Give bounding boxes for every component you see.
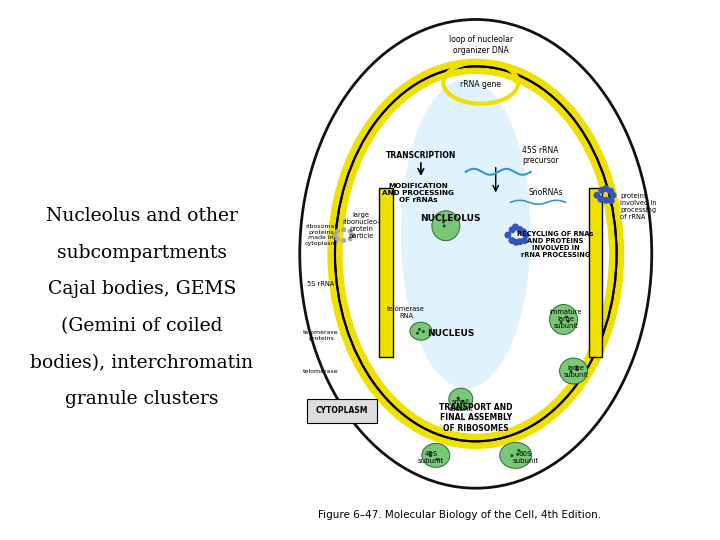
Text: ribosomal
proteins
made in
cytoplasm: ribosomal proteins made in cytoplasm xyxy=(305,224,337,246)
Text: telomerase: telomerase xyxy=(303,368,338,374)
Text: large
ribonucleo-
protein
particle: large ribonucleo- protein particle xyxy=(342,212,380,239)
Ellipse shape xyxy=(341,227,346,232)
Text: rRNA gene: rRNA gene xyxy=(460,80,501,89)
Ellipse shape xyxy=(510,226,517,233)
Ellipse shape xyxy=(518,228,525,235)
Text: 60S
subunit: 60S subunit xyxy=(513,451,539,464)
Text: TRANSCRIPTION: TRANSCRIPTION xyxy=(386,151,456,160)
Ellipse shape xyxy=(514,456,517,459)
Text: 45S rRNA
precursor: 45S rRNA precursor xyxy=(522,146,559,165)
Ellipse shape xyxy=(516,226,523,233)
Ellipse shape xyxy=(432,211,460,241)
Ellipse shape xyxy=(598,195,606,202)
Ellipse shape xyxy=(410,322,432,340)
Ellipse shape xyxy=(456,398,459,401)
Ellipse shape xyxy=(575,370,578,373)
Ellipse shape xyxy=(447,224,450,227)
Text: granule clusters: granule clusters xyxy=(65,390,218,408)
Ellipse shape xyxy=(564,316,567,319)
Text: Figure 6–47. Molecular Biology of the Cell, 4th Edition.: Figure 6–47. Molecular Biology of the Ce… xyxy=(318,510,601,520)
Ellipse shape xyxy=(508,232,515,239)
Ellipse shape xyxy=(456,396,459,399)
Ellipse shape xyxy=(603,201,610,207)
Ellipse shape xyxy=(571,367,575,370)
Text: Cajal bodies, GEMS: Cajal bodies, GEMS xyxy=(48,280,236,299)
Ellipse shape xyxy=(420,331,423,334)
Bar xyxy=(379,188,393,357)
Ellipse shape xyxy=(513,454,516,457)
Text: CYTOPLASM: CYTOPLASM xyxy=(316,407,368,415)
Text: MODIFICATION
AND PROCESSING
OF rRNAs: MODIFICATION AND PROCESSING OF rRNAs xyxy=(382,183,454,203)
Text: NUCLEUS: NUCLEUS xyxy=(427,329,474,338)
Ellipse shape xyxy=(608,192,616,199)
Ellipse shape xyxy=(598,187,606,194)
Ellipse shape xyxy=(433,456,436,459)
Ellipse shape xyxy=(606,199,613,205)
Ellipse shape xyxy=(348,237,353,241)
Ellipse shape xyxy=(595,192,603,199)
Text: immature
large
subunit: immature large subunit xyxy=(549,309,582,329)
Ellipse shape xyxy=(432,455,435,458)
Ellipse shape xyxy=(423,326,426,329)
Ellipse shape xyxy=(333,233,337,238)
Ellipse shape xyxy=(335,229,340,234)
Ellipse shape xyxy=(430,451,433,454)
Text: 5S rRNA: 5S rRNA xyxy=(307,281,335,287)
Ellipse shape xyxy=(568,367,571,370)
Text: SnoRNAs: SnoRNAs xyxy=(528,188,563,198)
Ellipse shape xyxy=(350,233,355,238)
Ellipse shape xyxy=(423,330,426,333)
Text: bodies), interchromatin: bodies), interchromatin xyxy=(30,354,253,372)
Ellipse shape xyxy=(461,394,464,397)
Text: Nucleolus and other: Nucleolus and other xyxy=(46,207,238,225)
Ellipse shape xyxy=(401,79,531,388)
Text: telomerase
RNA: telomerase RNA xyxy=(387,306,425,319)
Text: large
subunit: large subunit xyxy=(563,364,588,377)
Ellipse shape xyxy=(449,227,451,229)
Text: subcompartments: subcompartments xyxy=(57,244,227,262)
FancyBboxPatch shape xyxy=(307,399,377,423)
Text: (Gemini of coiled: (Gemini of coiled xyxy=(61,317,222,335)
Text: small
subunit: small subunit xyxy=(449,399,473,412)
Ellipse shape xyxy=(500,442,531,468)
Ellipse shape xyxy=(511,452,514,455)
Ellipse shape xyxy=(513,223,519,230)
Ellipse shape xyxy=(348,229,353,234)
Ellipse shape xyxy=(564,316,567,320)
Ellipse shape xyxy=(335,237,340,241)
Ellipse shape xyxy=(559,358,588,384)
Ellipse shape xyxy=(560,313,563,316)
Ellipse shape xyxy=(608,185,616,192)
Ellipse shape xyxy=(422,443,450,467)
Ellipse shape xyxy=(518,237,526,244)
Text: NUCLEOLUS: NUCLEOLUS xyxy=(420,214,481,224)
Ellipse shape xyxy=(517,238,523,245)
Ellipse shape xyxy=(341,238,346,243)
Ellipse shape xyxy=(449,388,473,410)
Ellipse shape xyxy=(444,225,447,228)
Ellipse shape xyxy=(603,182,610,189)
Ellipse shape xyxy=(549,305,577,334)
Text: 40S
subunit: 40S subunit xyxy=(418,451,444,464)
Text: RECYCLING OF RNAs
AND PROTEINS
INVOLVED IN
rRNA PROCESSING: RECYCLING OF RNAs AND PROTEINS INVOLVED … xyxy=(518,231,594,258)
Ellipse shape xyxy=(508,235,516,242)
Text: proteins
involved in
processing
of rRNA: proteins involved in processing of rRNA xyxy=(620,193,657,220)
Text: telomerase
proteins: telomerase proteins xyxy=(303,330,338,341)
Text: loop of nucleolar
organizer DNA: loop of nucleolar organizer DNA xyxy=(449,36,513,55)
Text: TRANSPORT AND
FINAL ASSEMBLY
OF RIBOSOMES: TRANSPORT AND FINAL ASSEMBLY OF RIBOSOME… xyxy=(439,403,513,433)
Ellipse shape xyxy=(512,238,519,245)
Bar xyxy=(588,188,603,357)
Ellipse shape xyxy=(521,232,528,239)
Ellipse shape xyxy=(300,19,652,488)
